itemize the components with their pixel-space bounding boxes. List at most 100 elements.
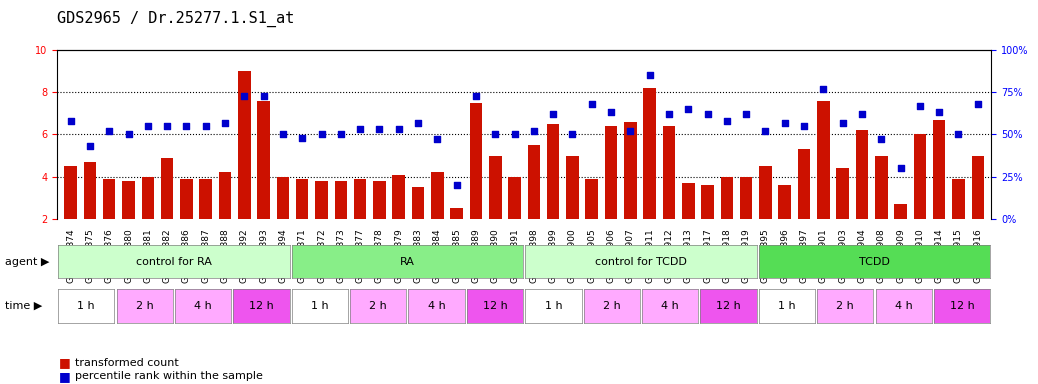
Point	[641, 72, 658, 78]
Point	[931, 109, 948, 116]
Bar	[682, 183, 694, 219]
Bar	[181, 179, 193, 219]
Bar	[527, 145, 540, 219]
Bar	[933, 120, 946, 219]
Text: ■: ■	[59, 370, 71, 383]
Bar	[489, 156, 501, 219]
Text: 4 h: 4 h	[895, 301, 912, 311]
Bar	[855, 130, 868, 219]
Point	[718, 118, 735, 124]
Text: 2 h: 2 h	[837, 301, 854, 311]
Bar	[662, 126, 676, 219]
Point	[390, 126, 407, 132]
Bar	[913, 134, 926, 219]
Bar	[296, 179, 308, 219]
Point	[969, 101, 986, 107]
Point	[179, 123, 195, 129]
Text: 2 h: 2 h	[136, 301, 154, 311]
Bar	[431, 172, 443, 219]
Point	[429, 136, 445, 142]
Bar	[469, 103, 483, 219]
Text: 2 h: 2 h	[370, 301, 387, 311]
Bar	[141, 177, 154, 219]
Point	[410, 119, 427, 126]
Bar	[84, 162, 97, 219]
Bar	[624, 122, 636, 219]
Point	[950, 131, 966, 137]
Text: 12 h: 12 h	[249, 301, 274, 311]
Point	[680, 106, 696, 112]
Text: 12 h: 12 h	[483, 301, 508, 311]
Bar	[837, 168, 849, 219]
Point	[893, 165, 909, 171]
Bar	[392, 175, 405, 219]
Bar	[585, 179, 598, 219]
Bar	[509, 177, 521, 219]
Point	[468, 93, 485, 99]
Bar	[161, 158, 173, 219]
Point	[700, 111, 716, 117]
Text: 4 h: 4 h	[194, 301, 212, 311]
Text: 1 h: 1 h	[545, 301, 563, 311]
Bar	[720, 177, 733, 219]
Point	[525, 128, 542, 134]
Point	[583, 101, 600, 107]
Bar	[64, 166, 77, 219]
Point	[603, 109, 620, 116]
Point	[62, 118, 79, 124]
Bar	[798, 149, 811, 219]
Text: RA: RA	[400, 257, 415, 266]
Point	[853, 111, 870, 117]
Point	[120, 131, 137, 137]
Point	[738, 111, 755, 117]
Point	[564, 131, 580, 137]
Text: control for RA: control for RA	[136, 257, 212, 266]
Point	[197, 123, 214, 129]
Text: TCDD: TCDD	[859, 257, 890, 266]
Point	[294, 135, 310, 141]
Point	[815, 86, 831, 92]
Point	[352, 126, 368, 132]
Bar	[895, 204, 907, 219]
Text: GDS2965 / Dr.25277.1.S1_at: GDS2965 / Dr.25277.1.S1_at	[57, 11, 295, 27]
Text: time ▶: time ▶	[5, 301, 43, 311]
Point	[372, 126, 388, 132]
Point	[757, 128, 773, 134]
Text: 4 h: 4 h	[428, 301, 445, 311]
Bar	[219, 172, 231, 219]
Bar	[740, 177, 753, 219]
Text: 1 h: 1 h	[78, 301, 95, 311]
Bar	[373, 181, 386, 219]
Text: 1 h: 1 h	[311, 301, 329, 311]
Point	[101, 128, 117, 134]
Text: agent ▶: agent ▶	[5, 257, 50, 266]
Point	[139, 123, 156, 129]
Text: ■: ■	[59, 356, 71, 369]
Bar	[702, 185, 714, 219]
Text: 12 h: 12 h	[950, 301, 975, 311]
Text: percentile rank within the sample: percentile rank within the sample	[75, 371, 263, 381]
Bar	[605, 126, 618, 219]
Point	[873, 136, 890, 142]
Point	[275, 131, 292, 137]
Point	[313, 131, 330, 137]
Bar	[277, 177, 290, 219]
Point	[911, 103, 928, 109]
Bar	[450, 208, 463, 219]
Point	[448, 182, 465, 188]
Point	[487, 131, 503, 137]
Point	[159, 123, 175, 129]
Bar	[547, 124, 559, 219]
Bar	[412, 187, 425, 219]
Bar	[103, 179, 115, 219]
Point	[622, 128, 638, 134]
Text: 12 h: 12 h	[716, 301, 741, 311]
Point	[217, 119, 234, 126]
Point	[776, 119, 793, 126]
Bar	[817, 101, 829, 219]
Bar	[257, 101, 270, 219]
Text: transformed count: transformed count	[75, 358, 179, 368]
Point	[796, 123, 813, 129]
Point	[660, 111, 677, 117]
Bar	[972, 156, 984, 219]
